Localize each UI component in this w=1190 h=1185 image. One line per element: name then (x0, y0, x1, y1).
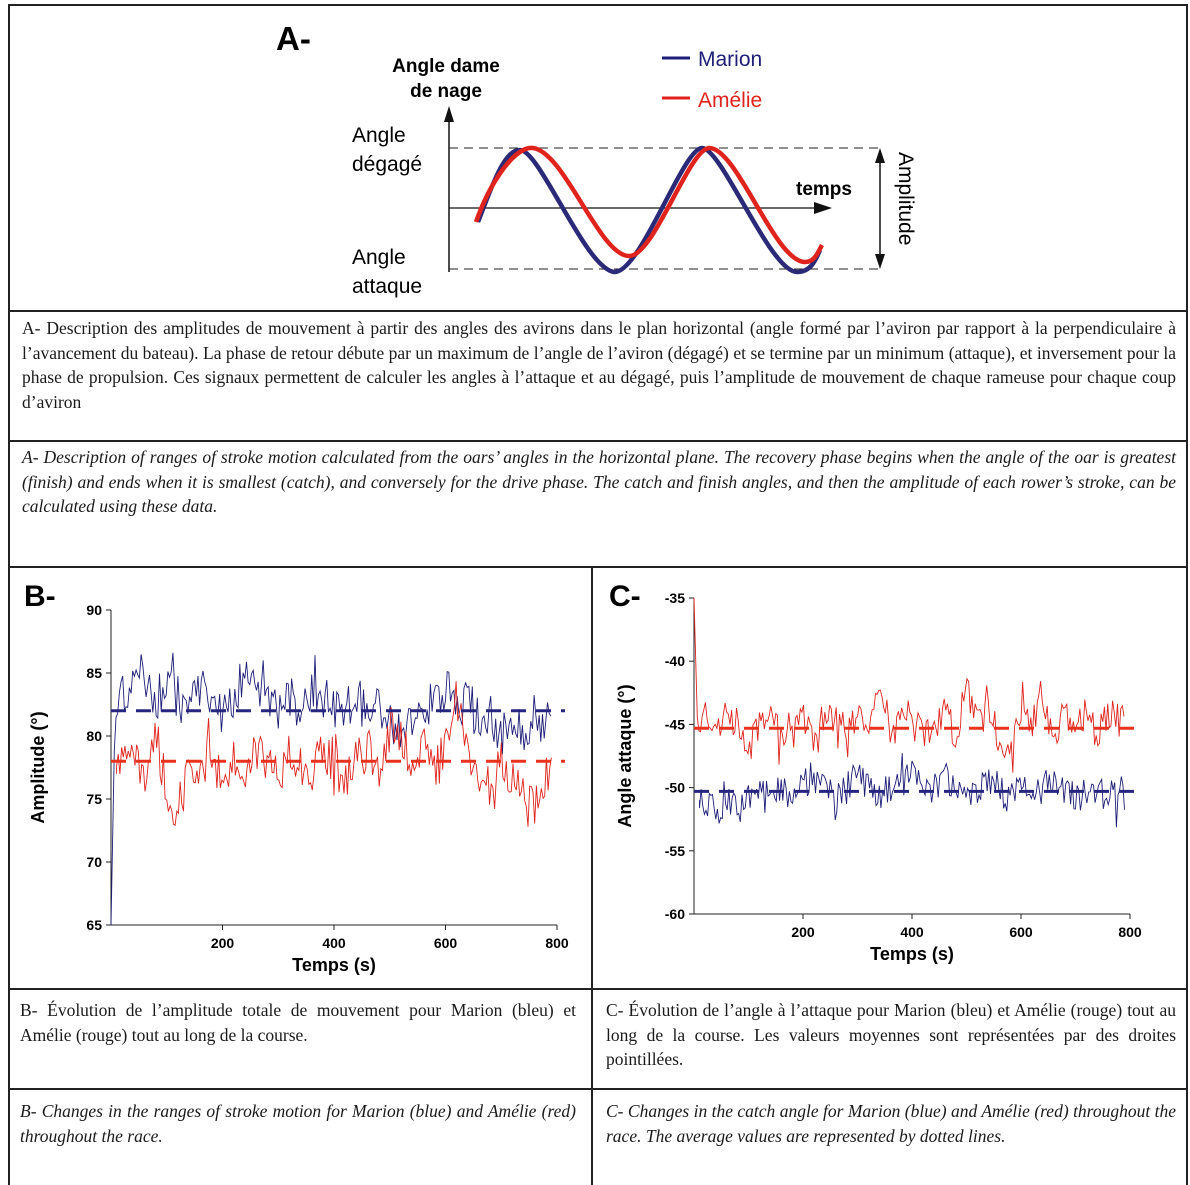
y-tick-label: 80 (86, 728, 102, 744)
panel-c-chart: C- -60 -55 -50 -45 -40 -35 200 400 600 800 Temps (… (609, 580, 1142, 964)
y-axis-arrowhead (444, 106, 454, 122)
x-axis-arrowhead (814, 202, 832, 214)
panel-c-label: C- (609, 580, 641, 613)
y-tick-label: -50 (665, 780, 685, 796)
angle-degage-label-2: dégagé (352, 153, 422, 176)
divider (8, 310, 1188, 312)
legend-amelie-label: Amélie (698, 89, 762, 112)
series-line-marion (110, 652, 552, 926)
amplitude-arrowhead-up (875, 148, 885, 163)
y-tick-label: -35 (665, 590, 685, 606)
x-axis-title: Temps (s) (292, 955, 376, 975)
y-tick-label: -40 (665, 653, 685, 669)
divider (8, 440, 1188, 442)
y-tick-label: 85 (86, 665, 102, 681)
angle-attaque-label-1: Angle (352, 246, 406, 269)
angle-degage-label-1: Angle (352, 124, 406, 147)
x-tick-label: 200 (211, 935, 235, 951)
y-tick-label: 75 (86, 791, 102, 807)
panel-b-chart: B- 65 70 75 80 85 90 200 400 600 800 Temps (s) Ampl… (24, 580, 569, 975)
y-tick-label: 70 (86, 854, 102, 870)
figure-frame (8, 4, 1188, 1185)
y-axis-label-line2: de nage (410, 81, 482, 102)
panel-b-label: B- (24, 580, 56, 613)
divider (8, 988, 1188, 990)
x-tick-label: 200 (791, 924, 815, 940)
column-divider (591, 566, 593, 1185)
y-axis-label-line1: Angle dame (392, 56, 500, 77)
x-tick-label: 800 (1118, 924, 1142, 940)
amelie-schematic-curve (473, 145, 824, 265)
y-axis-title: Amplitude (°) (28, 711, 48, 823)
amplitude-label: Amplitude (894, 152, 917, 245)
marion-schematic-curve (475, 145, 823, 275)
y-tick-label: -55 (665, 843, 685, 859)
x-tick-label: 800 (545, 935, 569, 951)
divider (8, 1088, 1188, 1090)
panel-a-label: A- (276, 20, 311, 57)
caption-a-fr: A- Description des amplitudes de mouveme… (22, 318, 1176, 412)
caption-c-fr: C- Évolution de l’angle à l’attaque pour… (606, 1000, 1176, 1069)
x-tick-label: 400 (322, 935, 346, 951)
caption-b-en: B- Changes in the ranges of stroke motio… (20, 1101, 576, 1146)
y-tick-label: 65 (86, 917, 102, 933)
series-line-amelie (693, 597, 1125, 773)
x-tick-label: 400 (900, 924, 924, 940)
panel-a-schematic: A- Angle dame de nage Angle dégagé Angle… (276, 20, 917, 298)
angle-attaque-label-2: attaque (352, 275, 422, 298)
legend-marion-label: Marion (698, 48, 762, 71)
caption-b-fr: B- Évolution de l’amplitude totale de mo… (20, 1000, 576, 1045)
divider (8, 566, 1188, 568)
y-tick-label: 90 (86, 602, 102, 618)
series-line-marion (699, 753, 1125, 828)
caption-a-en: A- Description of ranges of stroke motio… (22, 447, 1176, 516)
caption-c-en: C- Changes in the catch angle for Marion… (606, 1101, 1176, 1146)
x-axis-label: temps (796, 179, 852, 200)
y-tick-label: -45 (665, 716, 685, 732)
y-axis-title: Angle attaque (°) (615, 684, 635, 827)
y-tick-label: -60 (665, 906, 685, 922)
amplitude-arrowhead-down (875, 254, 885, 269)
x-axis-title: Temps (s) (870, 944, 954, 964)
x-tick-label: 600 (434, 935, 458, 951)
x-tick-label: 600 (1009, 924, 1033, 940)
